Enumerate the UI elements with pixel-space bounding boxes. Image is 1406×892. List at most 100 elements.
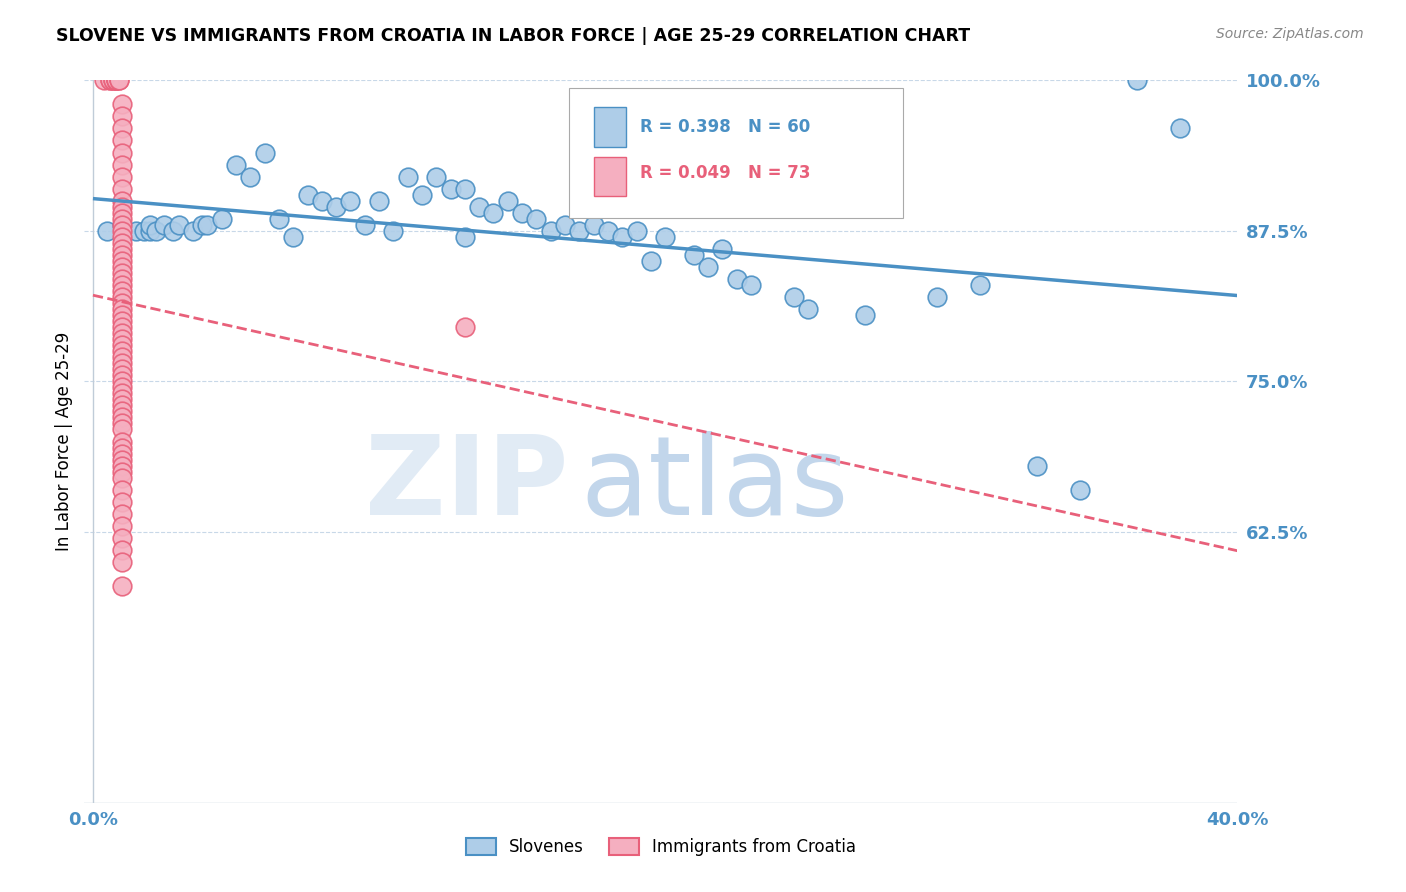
- Point: [110, 314, 132, 328]
- Point: [110, 260, 132, 274]
- Point: [1168, 121, 1191, 136]
- Point: [524, 211, 547, 226]
- Point: [101, 73, 124, 87]
- Point: [195, 218, 218, 232]
- Point: [110, 452, 132, 467]
- Point: [110, 494, 132, 508]
- Point: [110, 266, 132, 280]
- Text: Source: ZipAtlas.com: Source: ZipAtlas.com: [1216, 27, 1364, 41]
- Y-axis label: In Labor Force | Age 25-29: In Labor Force | Age 25-29: [55, 332, 73, 551]
- Point: [110, 386, 132, 401]
- Point: [139, 224, 162, 238]
- Point: [104, 73, 127, 87]
- Point: [110, 277, 132, 292]
- Point: [153, 218, 176, 232]
- Point: [454, 320, 477, 334]
- Point: [110, 218, 132, 232]
- Point: [107, 73, 129, 87]
- Point: [654, 229, 676, 244]
- Point: [283, 229, 305, 244]
- Point: [110, 465, 132, 479]
- Point: [697, 260, 720, 274]
- Point: [104, 73, 127, 87]
- Point: [540, 224, 562, 238]
- Point: [110, 205, 132, 219]
- Point: [110, 290, 132, 304]
- Text: SLOVENE VS IMMIGRANTS FROM CROATIA IN LABOR FORCE | AGE 25-29 CORRELATION CHART: SLOVENE VS IMMIGRANTS FROM CROATIA IN LA…: [56, 27, 970, 45]
- Point: [382, 224, 405, 238]
- Point: [110, 301, 132, 316]
- Point: [110, 169, 132, 184]
- Point: [93, 73, 115, 87]
- Point: [110, 356, 132, 370]
- Point: [110, 320, 132, 334]
- Point: [110, 392, 132, 407]
- Point: [125, 224, 148, 238]
- Point: [640, 253, 662, 268]
- Point: [110, 338, 132, 352]
- Point: [797, 301, 820, 316]
- Point: [311, 194, 333, 208]
- Point: [510, 205, 533, 219]
- Point: [110, 404, 132, 418]
- Point: [110, 368, 132, 383]
- Point: [596, 224, 619, 238]
- Point: [190, 218, 212, 232]
- Point: [267, 211, 290, 226]
- Point: [101, 73, 124, 87]
- Point: [110, 109, 132, 123]
- Point: [96, 224, 118, 238]
- Point: [353, 218, 375, 232]
- Point: [162, 224, 184, 238]
- Point: [110, 296, 132, 310]
- Point: [239, 169, 262, 184]
- Point: [110, 531, 132, 545]
- Point: [969, 277, 991, 292]
- Text: R = 0.049   N = 73: R = 0.049 N = 73: [640, 164, 811, 182]
- Point: [211, 211, 233, 226]
- Point: [110, 133, 132, 147]
- Point: [297, 187, 319, 202]
- Bar: [593, 157, 626, 196]
- Point: [110, 410, 132, 425]
- Point: [110, 417, 132, 431]
- Point: [853, 308, 876, 322]
- Point: [425, 169, 447, 184]
- Point: [104, 73, 127, 87]
- Point: [181, 224, 204, 238]
- Point: [110, 470, 132, 484]
- Point: [454, 229, 477, 244]
- Point: [110, 181, 132, 195]
- Point: [110, 579, 132, 593]
- Point: [110, 434, 132, 449]
- Point: [682, 248, 704, 262]
- Point: [145, 224, 167, 238]
- Point: [612, 229, 634, 244]
- Bar: [593, 107, 626, 147]
- Point: [110, 224, 132, 238]
- Point: [110, 194, 132, 208]
- Point: [110, 229, 132, 244]
- Point: [396, 169, 419, 184]
- Point: [110, 218, 132, 232]
- Point: [626, 224, 648, 238]
- Point: [110, 483, 132, 497]
- Point: [110, 542, 132, 557]
- Point: [368, 194, 391, 208]
- Point: [110, 272, 132, 286]
- Point: [411, 187, 433, 202]
- Point: [454, 181, 477, 195]
- Point: [339, 194, 361, 208]
- Point: [110, 284, 132, 298]
- Point: [439, 181, 461, 195]
- Point: [110, 398, 132, 412]
- Point: [554, 218, 576, 232]
- Point: [110, 332, 132, 346]
- Point: [740, 277, 762, 292]
- Point: [1026, 458, 1049, 473]
- Point: [110, 211, 132, 226]
- Point: [725, 272, 748, 286]
- Point: [925, 290, 948, 304]
- Point: [783, 290, 806, 304]
- Point: [110, 380, 132, 394]
